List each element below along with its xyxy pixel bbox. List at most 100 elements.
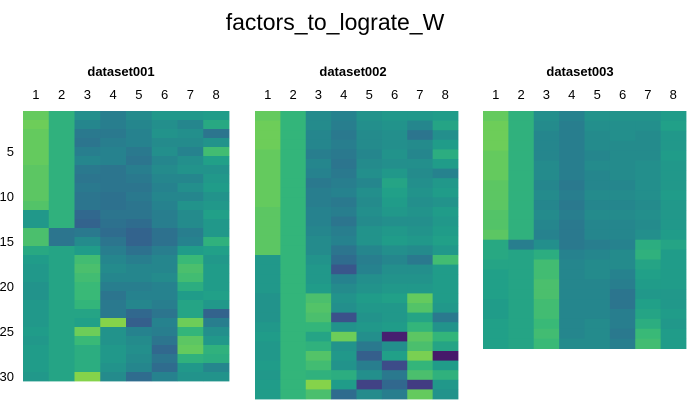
heatmap-cell — [432, 379, 459, 390]
heatmap-cell — [381, 255, 408, 265]
heatmap-cell — [74, 246, 101, 256]
heatmap-cell — [609, 309, 636, 320]
heatmap-cell — [660, 111, 687, 122]
heatmap-cell — [609, 239, 636, 250]
heatmap-cell — [100, 372, 127, 382]
panel-title: dataset003 — [546, 64, 613, 79]
heatmap-cell — [305, 187, 332, 198]
heatmap-cell — [432, 389, 459, 400]
heatmap-cell — [74, 309, 101, 319]
heatmap-cell — [381, 331, 408, 342]
heatmap-cell — [432, 322, 459, 333]
heatmap-cell — [126, 111, 153, 121]
heatmap-cell — [305, 130, 332, 141]
heatmap-cell — [280, 226, 307, 237]
heatmap-cell — [331, 303, 357, 313]
heatmap-cell — [483, 111, 509, 122]
heatmap-cell — [660, 180, 687, 191]
heatmap-cell — [74, 111, 101, 121]
heatmap-cell — [356, 197, 383, 208]
heatmap-cell — [609, 130, 636, 142]
heatmap-cell — [432, 331, 459, 342]
heatmap-cell — [381, 312, 408, 323]
heatmap-cell — [74, 174, 101, 184]
heatmap-cell — [177, 345, 204, 355]
heatmap-cell — [432, 130, 459, 141]
heatmap-cell — [331, 216, 357, 227]
heatmap-cell — [609, 111, 636, 122]
heatmap-cell — [151, 255, 178, 265]
heatmap-cell — [331, 264, 357, 275]
heatmap-cell — [356, 322, 383, 333]
heatmap-cell — [203, 291, 230, 301]
heatmap-cell — [74, 363, 101, 373]
heatmap-cell — [23, 291, 50, 301]
heatmap-cell — [432, 360, 459, 371]
heatmap-cell — [151, 165, 178, 175]
heatmap-cell — [660, 130, 687, 142]
heatmap-cell — [635, 219, 662, 231]
heatmap-cell — [356, 264, 383, 275]
heatmap-cell — [381, 264, 408, 275]
heatmap-cell — [407, 312, 434, 323]
heatmap-cell — [559, 111, 585, 122]
heatmap-cell — [23, 183, 50, 193]
heatmap-cell — [508, 219, 535, 231]
heatmap-cell — [559, 140, 585, 151]
x-tick-label: 6 — [619, 87, 626, 102]
heatmap-cell — [635, 299, 662, 310]
heatmap-cell — [48, 120, 75, 130]
heatmap-cell — [381, 379, 408, 390]
heatmap-cell — [331, 207, 357, 217]
heatmap-cell — [533, 190, 560, 201]
heatmap-cell — [609, 249, 636, 260]
heatmap-cell — [356, 130, 383, 141]
heatmap-cell — [381, 168, 408, 179]
heatmap-cell — [203, 219, 230, 229]
heatmap-cell — [584, 229, 611, 241]
heatmap-cell — [533, 269, 560, 280]
heatmap-cell — [508, 210, 535, 221]
heatmap-cell — [48, 300, 75, 310]
heatmap-cell — [609, 120, 636, 132]
heatmap-cell — [126, 291, 153, 301]
heatmap-cell — [533, 170, 560, 181]
heatmap-cell — [177, 111, 204, 121]
heatmap-cell — [203, 246, 230, 256]
heatmap-cell — [635, 249, 662, 260]
heatmap-cell — [177, 219, 204, 229]
heatmap-cell — [407, 149, 434, 160]
heatmap-cell — [74, 138, 101, 148]
heatmap-cell — [177, 264, 204, 274]
heatmap-cell — [483, 229, 509, 241]
x-tick-label: 2 — [289, 87, 296, 102]
heatmap-cell — [74, 291, 101, 301]
heatmap-cell — [23, 210, 50, 220]
heatmap-cell — [609, 200, 636, 211]
heatmap-cell — [48, 336, 75, 346]
heatmap-cell — [660, 229, 687, 241]
heatmap-cell — [255, 139, 281, 150]
heatmap-cell — [74, 156, 101, 166]
heatmap-cell — [660, 299, 687, 310]
heatmap-cell — [635, 160, 662, 171]
heatmap-cell — [609, 328, 636, 340]
heatmap-cell — [381, 226, 408, 237]
heatmap-cell — [609, 338, 636, 349]
heatmap-cell — [331, 293, 357, 304]
x-tick-label: 3 — [315, 87, 322, 102]
heatmap-cell — [533, 249, 560, 260]
heatmap-cell — [584, 180, 611, 191]
heatmap-cell — [100, 336, 127, 346]
heatmap-cell — [559, 130, 585, 142]
heatmap-cell — [23, 273, 50, 283]
heatmap-cell — [432, 370, 459, 381]
heatmap-cell — [100, 138, 127, 148]
heatmap-cell — [635, 289, 662, 300]
heatmap-cell — [151, 318, 178, 328]
heatmap-cell — [126, 354, 153, 364]
heatmap-cell — [305, 111, 332, 121]
heatmap-cell — [559, 269, 585, 280]
heatmap-cell — [584, 210, 611, 221]
